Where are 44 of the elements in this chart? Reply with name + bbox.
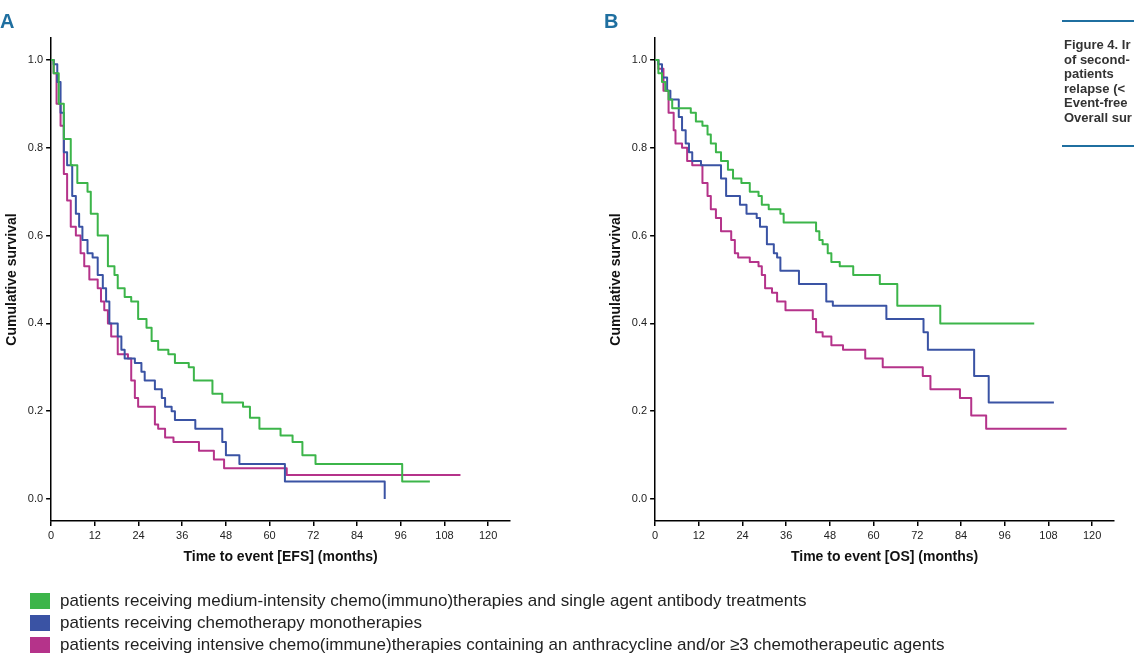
- chart-title: A: [0, 9, 15, 32]
- legend-label: patients receiving chemotherapy monotherapies: [60, 612, 422, 634]
- y-tick-label: 0.0: [27, 492, 44, 505]
- x-tick-label: 72: [911, 528, 924, 541]
- y-tick-label: 1.0: [27, 52, 44, 65]
- x-tick-label: 36: [780, 528, 793, 541]
- x-tick-label: 48: [219, 528, 233, 541]
- legend-label: patients receiving medium-intensity chemo(immuno)therapies and single agent antibody treatments: [60, 590, 807, 612]
- x-tick-label: 24: [132, 528, 145, 541]
- x-axis-title: Time to event [EFS] (months): [183, 548, 378, 565]
- x-tick-label: 96: [998, 528, 1011, 541]
- x-tick-label: 120: [1082, 528, 1102, 541]
- legend-label: patients receiving intensive chemo(immune)therapies containing an anthracycline and/or ≥3 chemotherapeutic agents: [60, 634, 945, 656]
- y-tick-label: 0.6: [631, 228, 648, 241]
- x-tick-label: 24: [736, 528, 749, 541]
- annotation: Figure 4. Ir of second- patients relapse (< Event-free Overall sur: [1063, 36, 1133, 127]
- x-tick-label: 72: [307, 528, 320, 541]
- x-tick-label: 84: [954, 528, 968, 541]
- y-tick-label: 0.6: [27, 228, 44, 241]
- x-tick-label: 60: [867, 528, 880, 541]
- x-tick-label: 120: [478, 528, 498, 541]
- x-tick-label: 0: [652, 528, 659, 541]
- y-tick-label: 0.0: [631, 492, 648, 505]
- x-tick-label: 12: [692, 528, 705, 541]
- chart-title: B: [604, 9, 619, 32]
- y-axis-title: Cumulative survival: [607, 213, 624, 346]
- x-tick-label: 60: [263, 528, 276, 541]
- x-axis-title: Time to event [OS] (months): [790, 548, 979, 565]
- y-tick-label: 0.8: [631, 140, 648, 153]
- y-tick-label: 0.8: [27, 140, 44, 153]
- y-tick-label: 0.2: [631, 404, 648, 417]
- x-tick-label: 108: [1039, 528, 1058, 541]
- x-tick-label: 48: [823, 528, 837, 541]
- y-tick-label: 0.2: [27, 404, 44, 417]
- x-tick-label: 84: [350, 528, 364, 541]
- x-tick-label: 0: [48, 528, 55, 541]
- y-tick-label: 0.4: [631, 316, 648, 329]
- y-tick-label: 1.0: [631, 52, 648, 65]
- x-tick-label: 12: [88, 528, 101, 541]
- x-tick-label: 36: [176, 528, 189, 541]
- y-axis-title: Cumulative survival: [3, 213, 20, 346]
- x-tick-label: 96: [394, 528, 407, 541]
- x-tick-label: 108: [435, 528, 454, 541]
- y-tick-label: 0.4: [27, 316, 44, 329]
